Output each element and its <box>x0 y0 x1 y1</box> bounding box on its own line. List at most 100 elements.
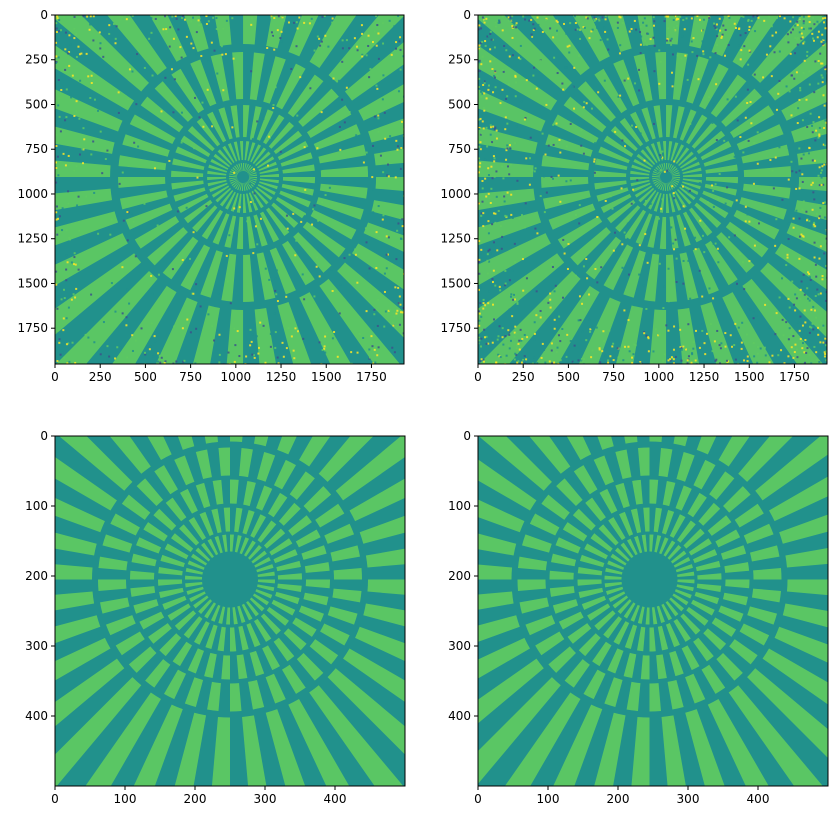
star-spoke <box>671 174 681 177</box>
star-spoke <box>218 606 226 624</box>
star-spoke <box>201 209 224 240</box>
star-spoke <box>328 15 404 83</box>
y-tick-label: 0 <box>463 429 471 443</box>
star-spoke <box>55 637 111 681</box>
star-spoke <box>603 135 634 157</box>
star-spoke <box>692 247 719 295</box>
star-spoke <box>596 187 629 202</box>
star-spoke <box>627 538 638 556</box>
star-spoke <box>689 15 710 49</box>
star-spoke <box>121 494 151 520</box>
star-spoke <box>677 307 700 364</box>
star-spoke <box>318 436 374 482</box>
x-tick-label: 500 <box>557 370 580 384</box>
star-spoke <box>725 579 750 589</box>
star-spoke <box>695 560 721 572</box>
star-spoke <box>248 178 257 181</box>
star-spoke <box>55 160 111 177</box>
star-spoke <box>229 177 238 180</box>
star-spoke <box>632 479 643 505</box>
x-tick-label: 0 <box>474 370 482 384</box>
star-spoke <box>700 301 735 364</box>
star-spoke <box>243 254 254 302</box>
star-spoke <box>363 222 404 253</box>
star-spoke <box>725 221 769 258</box>
star-spoke <box>55 89 123 132</box>
star-spoke <box>478 160 534 177</box>
star-spoke <box>281 183 314 196</box>
star-spoke <box>555 537 581 554</box>
star-spoke <box>287 74 324 118</box>
star-spoke <box>189 591 206 602</box>
star-spoke <box>679 186 696 201</box>
star-spoke <box>670 142 679 161</box>
star-spoke <box>319 278 400 364</box>
star-spoke <box>521 534 552 553</box>
star-spoke <box>667 141 673 161</box>
star-spoke <box>655 51 667 100</box>
star-spoke <box>605 567 623 575</box>
star-spoke <box>615 305 643 364</box>
y-tick-label: 200 <box>448 569 471 583</box>
star-spoke <box>219 189 234 207</box>
star-spoke <box>160 554 185 568</box>
star-spoke <box>273 459 296 490</box>
star-spoke <box>316 197 364 220</box>
x-tick-label: 400 <box>747 792 770 806</box>
star-spoke <box>642 189 657 207</box>
star-spoke <box>98 579 127 592</box>
star-spoke <box>681 161 700 172</box>
star-spoke <box>248 679 265 710</box>
star-spoke <box>242 715 267 786</box>
star-spoke <box>171 170 204 177</box>
x-tick-label: 1500 <box>734 370 765 384</box>
star-spoke <box>184 15 209 52</box>
star-spoke <box>519 597 550 614</box>
star-spoke <box>691 121 717 149</box>
star-spoke <box>211 716 230 786</box>
star-spoke <box>250 144 262 163</box>
star-spoke <box>774 626 828 663</box>
star-spoke <box>669 181 676 189</box>
star-spoke <box>675 485 692 511</box>
star-spoke <box>734 503 764 528</box>
star-spoke <box>634 185 653 198</box>
star-spoke <box>243 15 258 45</box>
star-spoke <box>250 106 262 139</box>
star-spoke <box>148 623 172 644</box>
star-spoke <box>174 712 207 786</box>
star-spoke <box>716 653 743 681</box>
star-spoke <box>269 247 296 295</box>
star-spoke <box>665 623 680 648</box>
star-spoke <box>676 451 695 482</box>
star-spoke <box>147 436 172 460</box>
star-spoke <box>478 233 551 286</box>
star-spoke <box>167 603 191 621</box>
star-spoke <box>262 645 280 671</box>
star-spoke <box>209 182 228 193</box>
star-spoke <box>606 586 624 595</box>
star-spoke <box>243 481 256 507</box>
star-spoke <box>253 436 269 447</box>
star-spoke <box>530 15 590 76</box>
star-spoke <box>155 297 198 364</box>
star-spoke <box>583 669 606 700</box>
star-spoke <box>187 126 215 152</box>
star-spoke <box>184 199 213 224</box>
star-spoke <box>271 202 299 228</box>
star-spoke <box>647 215 660 248</box>
star-spoke <box>159 633 182 657</box>
star-spoke <box>548 203 596 230</box>
star-spoke <box>668 182 674 190</box>
star-spoke <box>343 648 405 703</box>
star-spoke <box>478 89 546 132</box>
star-spoke <box>669 166 676 173</box>
star-spoke <box>663 540 676 557</box>
star-spoke <box>309 639 339 665</box>
axes-frame <box>54 14 405 365</box>
star-spoke <box>248 174 258 177</box>
star-spoke <box>478 615 520 642</box>
star-spoke <box>174 455 195 486</box>
star-spoke <box>245 163 249 172</box>
star-spoke <box>230 627 237 652</box>
